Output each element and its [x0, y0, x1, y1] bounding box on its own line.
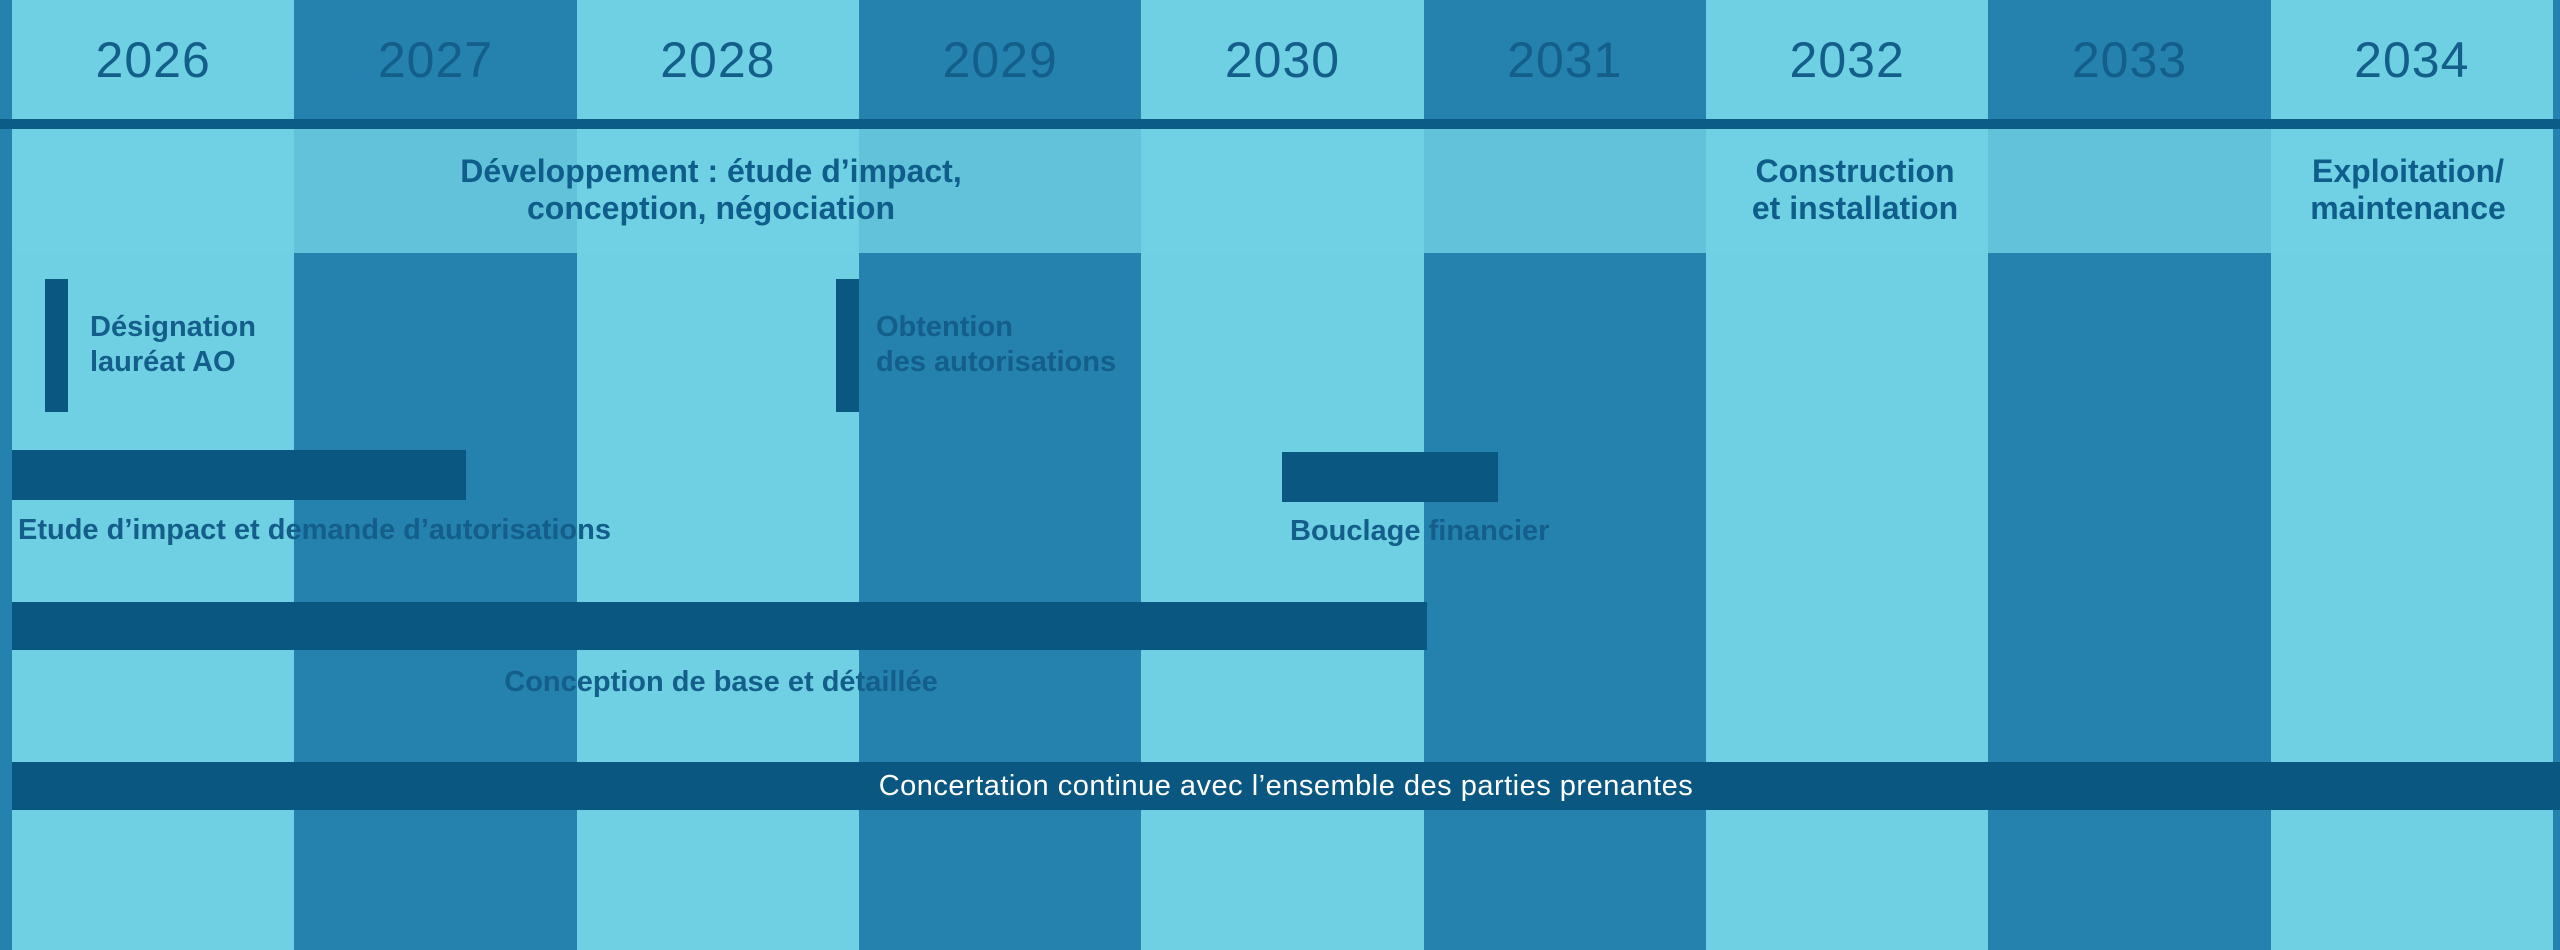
year-label: 2034 [2354, 31, 2470, 88]
task-label-conception: Conception de base et détaillée [504, 666, 938, 698]
timeline-edge-left [0, 0, 12, 950]
phase-band-segment [1988, 119, 2271, 253]
task-bar-conception [12, 602, 1427, 650]
timeline-edge-right [2552, 0, 2560, 950]
phase-title-exploitation: Exploitation/ maintenance [2310, 153, 2506, 227]
year-label: 2032 [1789, 31, 1905, 88]
phase-band-segment [12, 119, 295, 253]
year-label: 2026 [95, 31, 211, 88]
task-label-concertation: Concertation continue avec l’ensemble de… [878, 769, 1694, 802]
task-label-bouclage-financier: Bouclage financier [1290, 515, 1550, 547]
phase-band-segment [576, 119, 859, 253]
year-label: 2027 [377, 31, 494, 88]
milestone-label-designation: Désignation lauréat AO [90, 311, 256, 379]
phase-title-construction: Construction et installation [1751, 153, 1959, 227]
header-underline-rule [0, 119, 2560, 129]
year-label: 2033 [2071, 31, 2188, 88]
phase-band-segment [1423, 119, 1706, 253]
year-label: 2029 [942, 31, 1058, 88]
phase-band-segment [2270, 119, 2553, 253]
milestone-marker-designation [45, 279, 68, 412]
phase-band-segment [294, 119, 577, 253]
phase-band-segment [1141, 119, 1424, 253]
year-label: 2030 [1224, 31, 1341, 88]
task-bar-concertation: Concertation continue avec l’ensemble de… [12, 762, 2560, 810]
task-bar-bouclage-financier [1282, 452, 1498, 502]
task-bar-etude-impact [12, 450, 466, 500]
task-label-etude-impact: Etude d’impact et demande d’autorisation… [18, 514, 611, 546]
year-label: 2028 [660, 31, 776, 88]
year-label: 2031 [1507, 31, 1623, 88]
milestone-label-autorisations: Obtention des autorisations [876, 311, 1117, 379]
phase-band-segment [1705, 119, 1989, 253]
milestone-marker-autorisations [836, 279, 859, 412]
phase-title-developpement: Développement : étude d’impact, concepti… [460, 153, 962, 227]
phase-band-segment [858, 119, 1142, 253]
